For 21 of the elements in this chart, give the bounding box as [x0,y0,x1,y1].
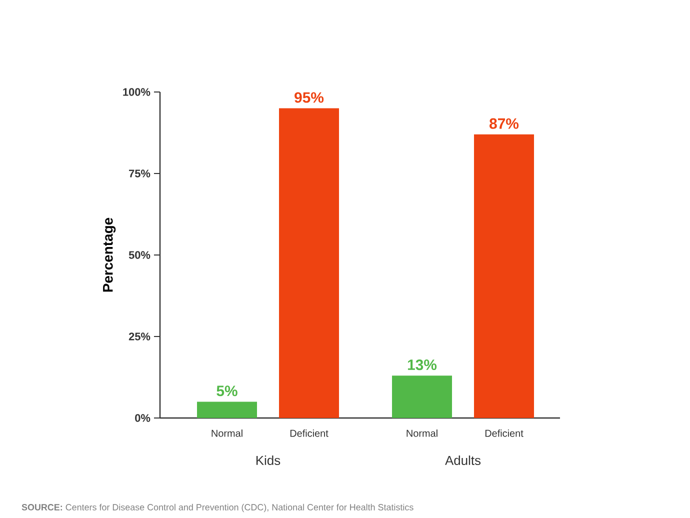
text: Deficient [485,430,524,437]
x-tick-label: Kids [256,456,280,466]
text: SOURCE: Centers for Disease Control and Prevention (CDC), National Center for Health Statistics [22,504,414,512]
bar [197,402,257,418]
series-label: Normal [212,430,242,437]
data-label: 5% [216,386,238,396]
bar [279,108,340,418]
y-axis-title: Percentage [103,218,116,292]
y-tick-label: 75% [129,170,150,178]
bar [474,134,534,418]
series-label: Deficient [290,430,328,437]
data-label: 87% [490,118,519,129]
bar [392,376,452,418]
y-tick-label: 100% [123,88,150,96]
data-label: 95% [294,92,324,103]
y-tick-label: 50% [128,251,150,259]
text: Normal [406,430,438,437]
x-tick-label: Adults [445,456,481,466]
y-tick-label: 25% [128,332,150,340]
data-label: 13% [408,359,437,370]
y-tick-label: 0% [135,414,150,422]
